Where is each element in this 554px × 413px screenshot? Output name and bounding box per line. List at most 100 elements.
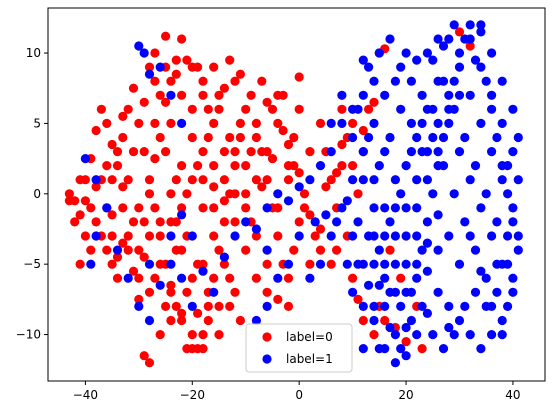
point-series-1-221 [476,266,486,276]
point-series-1-148 [444,118,454,128]
point-series-1-61 [513,245,523,255]
point-series-1-112 [513,231,523,241]
point-series-1-181 [353,104,363,114]
point-series-1-91 [390,203,400,213]
x-tick-label: 40 [505,388,520,402]
point-series-0-95 [214,301,224,311]
point-series-0-37 [155,231,165,241]
point-series-1-52 [465,20,475,30]
point-series-1-4 [166,90,176,100]
point-series-0-235 [332,168,342,178]
y-tick-label: 10 [26,46,41,60]
point-series-1-113 [508,203,518,213]
point-series-1-86 [449,20,459,30]
point-series-0-27 [166,76,176,86]
point-series-0-14 [112,161,123,171]
point-series-0-29 [177,34,187,44]
point-series-1-1 [139,48,149,58]
point-series-0-173 [177,90,187,100]
point-series-0-28 [171,55,181,65]
point-series-0-220 [177,203,187,213]
point-series-1-187 [417,147,427,157]
point-series-0-10 [80,231,90,241]
point-series-0-126 [230,147,240,157]
point-series-0-207 [267,104,278,114]
point-series-1-174 [91,175,101,185]
point-series-0-210 [86,203,96,213]
point-series-0-78 [198,76,208,86]
point-series-0-108 [75,259,85,269]
point-series-0-81 [230,76,240,86]
point-series-1-8 [112,245,123,255]
point-series-0-149 [358,315,368,326]
point-series-1-207 [380,90,390,100]
point-series-1-24 [315,161,326,171]
points-layer [64,20,523,368]
point-series-1-2 [144,69,155,79]
point-series-1-214 [497,259,507,269]
point-series-0-219 [166,189,176,199]
point-series-1-199 [487,48,497,58]
point-series-1-26 [337,118,347,128]
point-series-0-18 [118,203,128,213]
point-series-1-103 [417,118,427,128]
point-series-1-217 [433,210,443,220]
point-series-0-128 [251,231,261,241]
point-series-0-104 [118,182,128,192]
point-series-0-30 [144,62,155,72]
point-series-1-124 [390,259,400,269]
point-series-1-50 [454,48,465,58]
point-series-1-126 [369,301,379,311]
point-series-0-192 [267,154,278,164]
y-tick-label: 0 [33,187,41,201]
point-series-1-219 [454,259,465,269]
point-series-0-107 [86,245,96,255]
point-series-1-92 [380,231,390,241]
point-series-1-231 [358,259,368,269]
point-series-1-232 [348,287,358,297]
point-series-0-155 [417,344,427,354]
point-series-0-23 [144,189,155,199]
point-series-1-98 [364,280,374,290]
point-series-1-62 [508,273,518,283]
point-series-0-73 [230,189,240,199]
point-series-1-32 [353,217,363,227]
point-series-1-40 [401,322,411,333]
y-tick-label: −10 [16,328,41,342]
point-series-1-227 [401,287,411,297]
point-series-0-84 [193,161,203,171]
point-series-0-72 [241,161,251,171]
point-series-1-89 [412,132,422,143]
point-series-0-85 [182,189,192,199]
y-axis-ticks: −10 −5 0 5 10 [16,46,48,342]
point-series-0-246 [225,55,235,65]
x-tick-label: −20 [180,388,205,402]
x-tick-label: −40 [73,388,98,402]
point-series-1-203 [422,48,432,58]
point-series-1-94 [358,175,368,185]
point-series-0-131 [283,175,294,185]
point-series-1-225 [433,245,443,255]
point-series-0-152 [380,315,390,326]
point-series-1-96 [342,259,352,269]
point-series-0-5 [91,125,101,136]
point-series-1-133 [428,330,438,340]
point-series-0-46 [203,301,213,311]
point-series-1-18 [251,224,261,234]
point-series-0-67 [294,104,304,114]
point-series-1-169 [155,280,165,290]
point-series-1-158 [337,203,347,213]
legend-label-0: label=0 [286,330,333,344]
point-series-1-66 [476,344,486,354]
point-series-0-193 [278,125,288,136]
point-series-1-151 [412,203,422,213]
point-series-1-106 [449,189,459,199]
point-series-1-213 [487,231,497,241]
point-series-1-179 [337,90,347,100]
point-series-0-150 [369,330,379,340]
point-series-0-137 [337,161,347,171]
point-series-0-158 [385,245,395,255]
point-series-0-176 [209,161,219,171]
point-series-0-103 [128,147,139,157]
